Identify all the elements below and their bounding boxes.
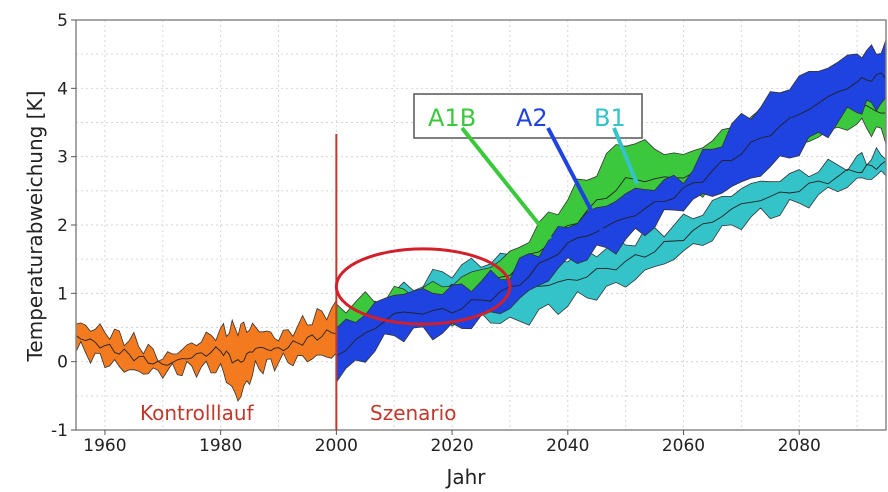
legend-leader-lines — [460, 126, 640, 240]
x-tick-label: 2060 — [662, 436, 705, 456]
y-tick-label: 5 — [57, 11, 68, 31]
axis-ticks: 1960 1980 2000 2020 2040 2060 2080 -1 0 1 2 3 4 5 — [51, 11, 821, 456]
leader-a2 — [546, 127, 605, 233]
mean-line-a2 — [336, 72, 887, 357]
legend-box — [413, 93, 643, 139]
legend: A1B A2 B1 — [413, 93, 643, 139]
y-tick-label: 0 — [57, 353, 68, 373]
legend-entry-b1: B1 — [594, 104, 626, 132]
y-tick-label: 1 — [57, 284, 68, 304]
highlight-ellipse — [334, 247, 512, 326]
y-tick-label: 2 — [57, 216, 68, 236]
region-label-szenario: Szenario — [370, 401, 456, 425]
x-tick-label: 1960 — [83, 436, 126, 456]
x-tick-label: 2020 — [430, 436, 473, 456]
y-axis-label: Temperaturabweichung [K] — [23, 91, 47, 363]
x-tick-label: 2080 — [778, 436, 821, 456]
leader-b1 — [612, 127, 640, 185]
leader-a1b — [460, 126, 552, 240]
x-axis-label: Jahr — [444, 465, 486, 489]
region-label-kontrolllauf: Kontrolllauf — [140, 401, 254, 425]
series-bands — [75, 39, 887, 402]
y-tick-label: -1 — [51, 421, 68, 441]
y-tick-label: 3 — [57, 148, 68, 168]
mean-line-kontrolllauf — [75, 329, 337, 366]
legend-entry-a2: A2 — [516, 104, 548, 132]
x-tick-label: 1980 — [199, 436, 242, 456]
x-tick-label: 2040 — [546, 436, 589, 456]
x-tick-label: 2000 — [315, 436, 358, 456]
legend-entry-a1b: A1B — [428, 104, 476, 132]
y-tick-label: 4 — [57, 79, 68, 99]
